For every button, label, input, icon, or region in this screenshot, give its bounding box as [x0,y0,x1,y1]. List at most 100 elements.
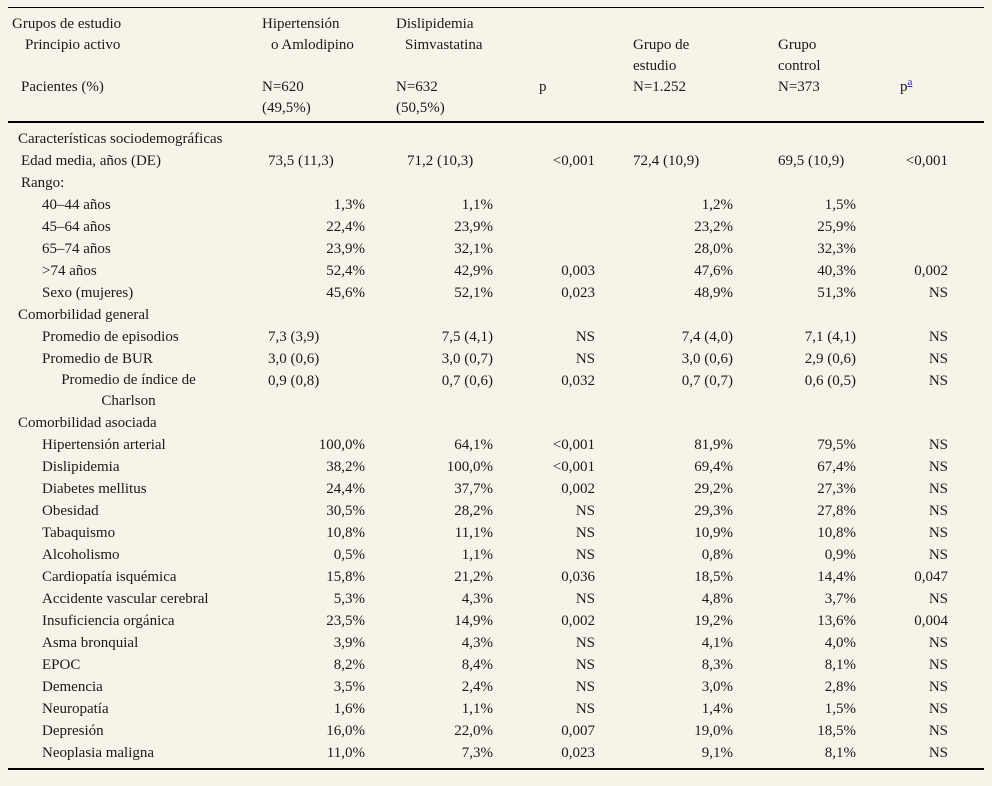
value-cell: 5,3% [333,591,365,607]
header-col-p2: pa [867,7,984,123]
value-cell: 67,4% [817,459,856,475]
table-row: Demencia 3,5% 2,4% NS 3,0% 2,8% NS [8,676,984,698]
value-cell [377,412,505,434]
header-amlodipino: o Amlodipino [271,37,354,53]
p-value-cell: 0,047 [914,569,948,585]
header-col-p1: p [505,7,605,123]
p-value-cell [505,304,605,326]
table-row: Hipertensión arterial 100,0% 64,1% <0,001 81… [8,434,984,456]
row-label: Demencia [42,679,103,695]
row-label: Diabetes mellitus [42,481,147,497]
p-value-cell [867,122,984,150]
table-row: Depresión 16,0% 22,0% 0,007 19,0% 18,5% NS [8,720,984,742]
footnote-a-link[interactable]: a [907,76,913,88]
section-label: Características sociodemográficas [18,131,223,147]
value-cell: 3,9% [333,635,365,651]
header-col-hipertension: Hipertensión o Amlodipino N=620 (49,5%) [254,7,377,123]
value-cell [745,172,867,194]
header-hipertension: Hipertensión [262,16,340,32]
header-grupo: Grupo [778,37,817,53]
row-label: EPOC [42,657,81,673]
p-value-cell: NS [928,635,948,651]
value-cell: 72,4 (10,9) [633,153,700,169]
row-label: Insuficiencia orgánica [42,613,175,629]
value-cell: 8,1% [824,745,856,761]
row-label: Accidente vascular cerebral [42,591,209,607]
section-row: Características sociodemográficas [8,122,984,150]
p-value-cell: NS [575,547,595,563]
p-value-cell: <0,001 [552,459,595,475]
p-value-cell: NS [575,657,595,673]
table-row: 65–74 años 23,9% 32,1% 28,0% 32,3% [8,238,984,260]
value-cell [254,412,377,434]
value-cell: 40,3% [817,263,856,279]
row-label: 65–74 años [42,241,111,257]
value-cell: 32,3% [817,241,856,257]
header-simvastatina: Simvastatina [405,37,483,53]
p-value-cell [505,122,605,150]
study-table-figure: Grupos de estudio Principio activo Pacie… [0,7,992,770]
header-pa-p: p [900,79,908,95]
value-cell: 23,9% [326,241,365,257]
row-label: Depresión [42,723,104,739]
value-cell [745,412,867,434]
value-cell: 1,5% [824,197,856,213]
header-pa-label: pa [900,77,912,98]
value-cell: 71,2 (10,3) [407,153,474,169]
row-label: Edad media, años (DE) [21,153,161,169]
value-cell: 10,8% [817,525,856,541]
value-cell: 24,4% [326,481,365,497]
value-cell: 13,6% [817,613,856,629]
value-cell: 3,0 (0,7) [441,351,493,367]
value-cell: 23,2% [694,219,733,235]
header-n-632: N=632 [396,79,438,95]
p-value-cell: 0,002 [914,263,948,279]
p-value-cell [505,238,605,260]
p-value-cell: NS [928,525,948,541]
value-cell: 47,6% [694,263,733,279]
header-grupos-de-estudio: Grupos de estudio [12,16,122,32]
value-cell: 1,1% [461,197,493,213]
p-value-cell: <0,001 [905,153,948,169]
table-row: Dislipidemia 38,2% 100,0% <0,001 69,4% 67,4% N… [8,456,984,478]
value-cell: 23,5% [326,613,365,629]
row-label: Promedio de episodios [42,329,179,345]
header-grupo-de: Grupo de [633,37,690,53]
value-cell: 1,1% [461,701,493,717]
header-pacientes: Pacientes (%) [21,79,104,95]
row-label: Dislipidemia [42,459,120,475]
p-value-cell: NS [575,351,595,367]
value-cell: 18,5% [694,569,733,585]
value-cell: 69,5 (10,9) [778,153,845,169]
header-n-620: N=620 [262,79,304,95]
value-cell: 1,2% [701,197,733,213]
p-value-cell: <0,001 [552,437,595,453]
row-label: Obesidad [42,503,99,519]
row-label: Asma bronquial [42,635,139,651]
p-value-cell: 0,004 [914,613,948,629]
value-cell: 7,3% [461,745,493,761]
value-cell: 19,0% [694,723,733,739]
p-value-cell: NS [575,679,595,695]
table-row: 40–44 años 1,3% 1,1% 1,2% 1,5% [8,194,984,216]
header-estudio: estudio [633,58,677,74]
row-label: Cardiopatía isquémica [42,569,177,585]
value-cell: 28,0% [694,241,733,257]
value-cell [377,304,505,326]
value-cell: 0,5% [333,547,365,563]
header-p-label: p [539,79,547,95]
value-cell: 32,1% [454,241,493,257]
value-cell: 3,0 (0,6) [268,351,320,367]
header-col-grupo-estudio: Grupo de estudio N=1.252 [605,7,745,123]
value-cell: 51,3% [817,285,856,301]
p-value-cell: NS [575,591,595,607]
value-cell: 16,0% [326,723,365,739]
row-label: Alcoholismo [42,547,120,563]
table-row: Alcoholismo 0,5% 1,1% NS 0,8% 0,9% NS [8,544,984,566]
value-cell [377,172,505,194]
p-value-cell: NS [575,503,595,519]
value-cell: 7,5 (4,1) [441,329,493,345]
value-cell: 10,9% [694,525,733,541]
value-cell: 73,5 (11,3) [268,153,334,169]
row-label: 40–44 años [42,197,111,213]
